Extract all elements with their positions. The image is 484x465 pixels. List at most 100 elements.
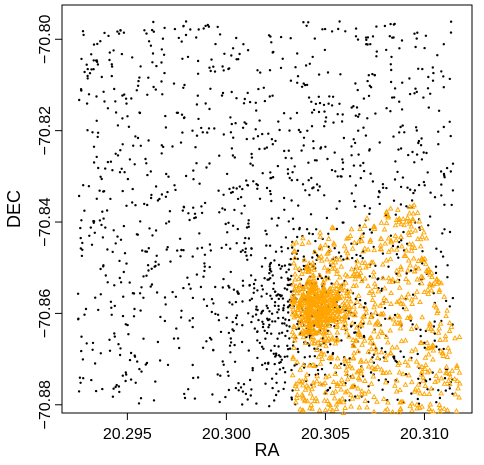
background-star-point: [113, 304, 117, 308]
background-star-point: [335, 227, 339, 231]
cluster-star-point: [300, 290, 307, 297]
cluster-star-point: [394, 312, 401, 318]
cluster-star-point: [437, 408, 443, 415]
background-star-point: [409, 188, 412, 191]
cluster-star-point: [404, 314, 411, 321]
background-star-point: [269, 35, 272, 38]
background-star-point: [434, 271, 438, 275]
x-tick-label: 20.295: [103, 426, 152, 443]
cluster-star-point: [335, 313, 342, 319]
background-star-point: [125, 102, 128, 105]
background-star-point: [286, 344, 289, 347]
cluster-star-point: [355, 329, 362, 335]
background-star-point: [288, 337, 291, 340]
background-star-point: [154, 260, 157, 263]
cluster-star-point: [301, 257, 308, 263]
cluster-star-point: [407, 262, 414, 268]
cluster-star-point: [436, 288, 443, 294]
cluster-star-point: [308, 335, 315, 341]
background-star-point: [164, 114, 167, 118]
background-star-point: [271, 386, 274, 390]
cluster-star-point: [417, 390, 423, 396]
background-star-point: [441, 255, 445, 258]
cluster-star-point: [385, 214, 391, 220]
background-star-point: [81, 358, 85, 361]
cluster-star-point: [397, 399, 404, 405]
background-star-point: [104, 167, 107, 170]
background-star-point: [225, 243, 228, 246]
background-star-point: [276, 337, 279, 340]
background-star-point: [203, 253, 207, 256]
background-star-point: [262, 347, 265, 350]
background-star-point: [247, 225, 250, 228]
background-star-point: [149, 285, 152, 288]
background-star-point: [184, 174, 188, 178]
cluster-star-point: [443, 363, 450, 369]
background-star-point: [361, 256, 364, 260]
background-star-points: [76, 20, 455, 408]
background-star-point: [195, 103, 199, 106]
cluster-star-point: [310, 379, 317, 385]
cluster-star-point: [358, 237, 365, 243]
background-star-point: [451, 189, 455, 192]
background-star-point: [179, 316, 183, 319]
background-star-point: [240, 340, 244, 344]
background-star-point: [104, 274, 108, 277]
cluster-star-point: [342, 302, 348, 308]
background-star-point: [364, 302, 367, 305]
background-star-point: [221, 207, 224, 210]
cluster-star-point: [289, 292, 296, 298]
cluster-star-point: [297, 406, 304, 412]
background-star-point: [280, 358, 283, 361]
background-star-point: [262, 322, 265, 326]
background-star-point: [297, 128, 301, 132]
cluster-star-point: [308, 298, 315, 304]
cluster-star-point: [321, 303, 327, 309]
cluster-star-point: [304, 312, 310, 318]
background-star-point: [313, 347, 316, 350]
background-star-point: [146, 173, 149, 177]
background-star-point: [330, 168, 334, 172]
cluster-star-point: [295, 286, 301, 293]
background-star-point: [238, 52, 241, 56]
background-star-point: [381, 186, 385, 189]
background-star-point: [278, 128, 281, 132]
background-star-point: [233, 360, 237, 363]
background-star-point: [432, 325, 436, 328]
background-star-point: [279, 35, 283, 39]
background-star-point: [450, 203, 453, 207]
background-star-point: [350, 192, 353, 195]
background-star-point: [200, 246, 204, 249]
background-star-point: [147, 247, 150, 250]
background-star-point: [307, 96, 311, 99]
background-star-point: [210, 338, 213, 341]
cluster-star-point: [362, 275, 368, 281]
cluster-star-point: [430, 356, 436, 362]
background-star-point: [125, 373, 128, 376]
background-star-point: [118, 171, 122, 174]
background-star-point: [109, 300, 113, 303]
background-star-point: [268, 189, 272, 193]
background-star-point: [165, 248, 168, 251]
background-star-point: [151, 52, 155, 55]
background-star-point: [293, 364, 296, 367]
background-star-point: [125, 262, 128, 265]
background-star-point: [119, 347, 122, 350]
background-star-point: [168, 210, 172, 213]
background-star-point: [102, 90, 105, 94]
cluster-star-point: [402, 381, 409, 387]
cluster-star-point: [355, 348, 361, 354]
background-star-point: [124, 323, 128, 326]
cluster-star-point: [290, 306, 296, 312]
background-star-point: [245, 122, 248, 126]
background-star-point: [348, 357, 351, 360]
background-star-point: [274, 355, 277, 358]
cluster-star-point: [367, 339, 374, 345]
background-star-point: [315, 183, 319, 186]
cluster-star-point: [396, 409, 402, 415]
background-star-point: [260, 345, 264, 348]
background-star-point: [100, 223, 103, 227]
background-star-point: [114, 242, 117, 245]
background-star-point: [352, 138, 355, 141]
background-star-point: [228, 344, 232, 347]
